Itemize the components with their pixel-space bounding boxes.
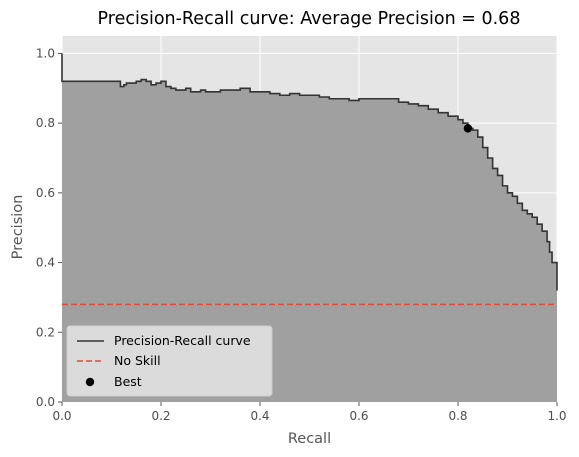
chart-title: Precision-Recall curve: Average Precisio… bbox=[98, 9, 521, 29]
x-axis-ticks: 0.0 0.2 0.4 0.6 0.8 1.0 bbox=[52, 402, 567, 423]
legend-box bbox=[66, 325, 273, 397]
pr-curve-fill bbox=[62, 53, 557, 403]
y-tick-label: 0.0 bbox=[36, 395, 55, 409]
best-point bbox=[463, 124, 473, 133]
pr-curve-line bbox=[61, 53, 558, 291]
y-tick-label: 0.4 bbox=[36, 256, 55, 270]
x-axis-label: Recall bbox=[288, 431, 331, 447]
x-tick-label: 0.4 bbox=[250, 409, 269, 423]
x-tick-label: 0.8 bbox=[448, 409, 467, 423]
legend: Precision-Recall curve No Skill Best bbox=[66, 325, 273, 397]
x-tick-label: 0.6 bbox=[349, 409, 368, 423]
y-axis-label: Precision bbox=[10, 195, 26, 260]
y-axis-ticks: 0.0 0.2 0.4 0.6 0.8 1.0 bbox=[36, 46, 62, 409]
y-tick-label: 0.6 bbox=[36, 186, 55, 200]
legend-pr-label: Precision-Recall curve bbox=[114, 333, 251, 348]
y-tick-label: 0.2 bbox=[36, 325, 55, 339]
legend-best-swatch bbox=[85, 377, 95, 387]
y-tick-label: 0.8 bbox=[36, 116, 55, 130]
x-tick-label: 1.0 bbox=[547, 409, 566, 423]
legend-best-label: Best bbox=[114, 374, 142, 389]
y-tick-label: 1.0 bbox=[36, 46, 55, 60]
x-tick-label: 0.0 bbox=[52, 409, 71, 423]
legend-noskill-label: No Skill bbox=[114, 353, 161, 368]
x-tick-label: 0.2 bbox=[151, 409, 170, 423]
